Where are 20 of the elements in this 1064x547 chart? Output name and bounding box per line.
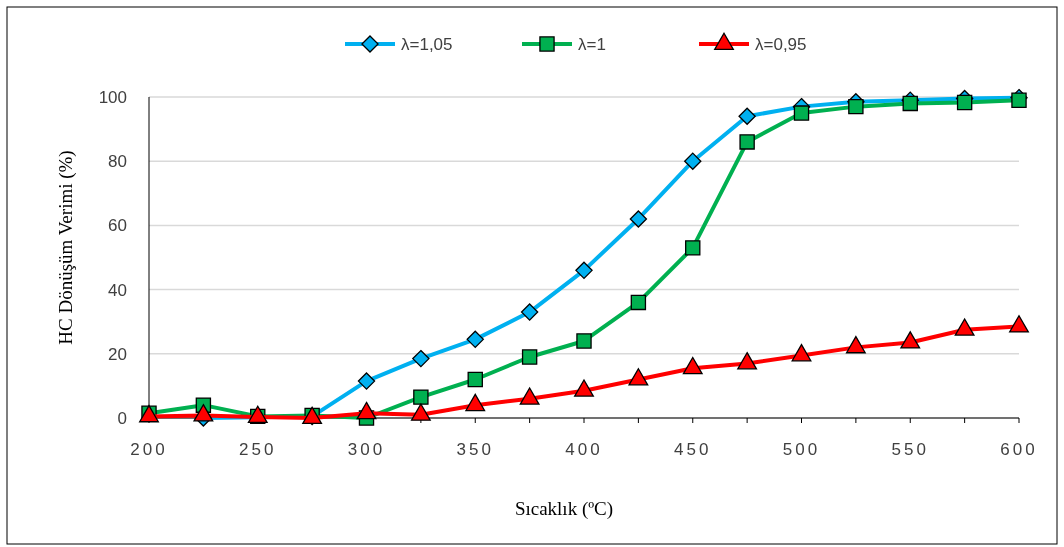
x-tick-label: 200 <box>130 440 168 459</box>
x-tick-label: 300 <box>347 440 386 459</box>
x-tick-label: 350 <box>456 440 494 459</box>
x-tick-label: 600 <box>1000 440 1038 459</box>
y-axis-title: HC Dönüşüm Verimi (%) <box>55 150 77 345</box>
legend-label: λ=1,05 <box>401 35 453 54</box>
y-tick-label: 60 <box>108 216 127 236</box>
x-tick-label: 450 <box>674 440 712 459</box>
y-tick-label: 80 <box>108 152 127 172</box>
y-tick-label: 0 <box>117 409 127 428</box>
y-tick-label: 20 <box>108 344 127 364</box>
x-tick-label: 250 <box>239 440 277 459</box>
x-tick-label: 550 <box>891 440 929 459</box>
x-tick-label: 400 <box>565 440 603 459</box>
x-axis-title: Sıcaklık (ºC) <box>514 498 614 520</box>
y-tick-label: 100 <box>98 88 127 107</box>
y-tick-label: 40 <box>108 280 127 300</box>
x-tick-label: 500 <box>782 440 821 459</box>
legend-label: λ=0,95 <box>755 35 807 54</box>
legend-label: λ=1 <box>578 35 606 54</box>
